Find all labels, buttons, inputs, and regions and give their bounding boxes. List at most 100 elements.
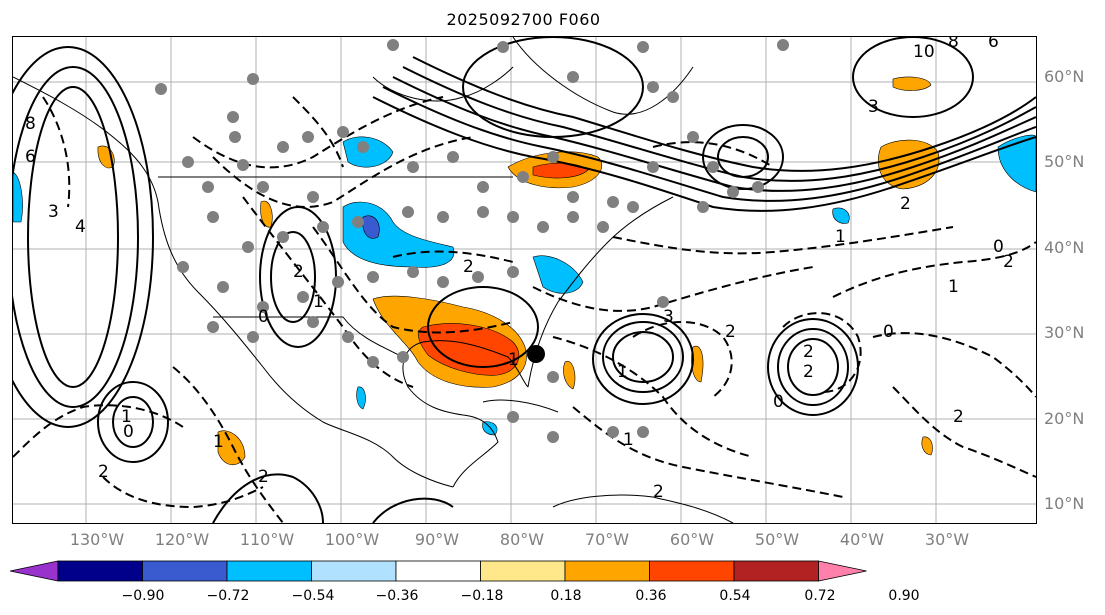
lon-label-130w: 130°W bbox=[69, 530, 125, 549]
atlantic-low-ring-3 bbox=[592, 313, 694, 405]
cool-anomaly-mexico bbox=[356, 386, 366, 410]
map-panel: 6 8 4 3 2 1 0 10 8 6 3 2 1 0 2 1 3 2 1 2 2 0 1 2 1 2 1 0 2 2 1 0 2 bbox=[12, 36, 1037, 524]
colorbar-tick-label: 0.18 bbox=[550, 588, 582, 604]
contour-label: 1 bbox=[213, 432, 224, 452]
contour-label: 1 bbox=[623, 430, 634, 450]
colorbar-tick-label: 0.72 bbox=[804, 588, 836, 604]
contour-label: 1 bbox=[508, 350, 519, 370]
lat-label-30n: 30°N bbox=[1044, 323, 1085, 342]
pacific-low-ring-3 bbox=[13, 46, 154, 428]
colorbar-tick-label: −0.18 bbox=[460, 588, 504, 604]
contour-label: 2 bbox=[725, 322, 736, 342]
cool-anomaly-west-edge bbox=[13, 171, 23, 223]
contour-label: 0 bbox=[773, 392, 784, 412]
contour-label: 3 bbox=[868, 97, 879, 117]
lat-label-20n: 20°N bbox=[1044, 409, 1085, 428]
contour-label: 2 bbox=[98, 462, 109, 482]
contour-label: 1 bbox=[617, 362, 628, 382]
pacific-low-ring-2 bbox=[13, 66, 139, 408]
solid-contours bbox=[13, 37, 1036, 523]
contour-label: 0 bbox=[993, 237, 1004, 257]
southern-contour bbox=[212, 473, 324, 523]
cool-anomaly-canada bbox=[342, 136, 394, 168]
colorbar-tick-label: −0.72 bbox=[206, 588, 250, 604]
strong-warm-anomaly-gulf bbox=[418, 323, 520, 376]
colorbar-segment bbox=[142, 560, 228, 582]
contour-label: 1 bbox=[313, 292, 324, 312]
colorbar-segment bbox=[564, 560, 650, 582]
jet-contour-2 bbox=[382, 86, 1036, 202]
contour-label: 0 bbox=[123, 422, 134, 442]
lat-label-60n: 60°N bbox=[1044, 67, 1085, 86]
lon-label-90w: 90°W bbox=[414, 530, 460, 549]
coastline-south-america bbox=[552, 494, 734, 523]
colorbar-segment bbox=[226, 560, 312, 582]
cool-anomaly-plains bbox=[342, 201, 455, 268]
atlantic-low-ring-1 bbox=[612, 331, 674, 383]
warm-anomaly-west-atlantic bbox=[563, 360, 576, 390]
warm-anomaly-east-atlantic-south bbox=[921, 436, 933, 456]
contour-label: 2 bbox=[900, 194, 911, 214]
cool-anomaly-east bbox=[997, 134, 1036, 193]
contour-label: 2 bbox=[653, 482, 664, 502]
contour-label: 3 bbox=[48, 202, 59, 222]
contour-label: 2 bbox=[803, 342, 814, 362]
coastline-greenland bbox=[512, 37, 694, 115]
rockies-high-ring-1 bbox=[270, 231, 316, 323]
station-dots bbox=[155, 39, 789, 443]
contour-label: 4 bbox=[75, 217, 86, 237]
warm-anomaly-central-atlantic bbox=[691, 345, 704, 383]
cool-anomaly-atlantic bbox=[832, 207, 850, 224]
canada-low-ring-1 bbox=[717, 136, 769, 178]
jet-contour-1 bbox=[372, 96, 1036, 212]
greenland-high-ring bbox=[462, 37, 644, 138]
contour-label: 1 bbox=[948, 277, 959, 297]
colorbar-segment bbox=[311, 560, 397, 582]
lat-label-40n: 40°N bbox=[1044, 238, 1085, 257]
contour-label: 2 bbox=[803, 362, 814, 382]
colorbar-extend-low bbox=[10, 560, 59, 582]
contour-label: 6 bbox=[988, 37, 999, 52]
colorbar-segment bbox=[733, 560, 819, 582]
pacific-south-ring-1 bbox=[112, 396, 154, 448]
contour-label: 10 bbox=[913, 42, 935, 62]
colorbar-segment bbox=[395, 560, 481, 582]
map-title: 2025092700 F060 bbox=[446, 10, 601, 29]
contour-label: 8 bbox=[948, 37, 959, 52]
colorbar-tick-label: −0.54 bbox=[291, 588, 335, 604]
lat-label-10n: 10°N bbox=[1044, 494, 1085, 513]
lon-label-60w: 60°W bbox=[669, 530, 715, 549]
graticule bbox=[13, 37, 1036, 523]
strong-cool-anomaly-plains bbox=[362, 215, 380, 239]
coastline-gulf bbox=[402, 340, 529, 488]
contour-label: 2 bbox=[258, 467, 269, 487]
contour-label: 1 bbox=[121, 407, 132, 427]
colorbar-tick-label: 0.54 bbox=[719, 588, 751, 604]
lon-label-120w: 120°W bbox=[154, 530, 210, 549]
contour-label: 1 bbox=[835, 227, 846, 247]
canada-low-ring-2 bbox=[702, 124, 784, 190]
coastline-north-america-west bbox=[13, 76, 454, 488]
coastline-hudson bbox=[372, 66, 514, 102]
cool-anomaly-caribbean bbox=[482, 421, 498, 436]
contour-label: 2 bbox=[293, 262, 304, 282]
colorbar-segment bbox=[57, 560, 143, 582]
mexico-border bbox=[213, 316, 404, 358]
contour-label: 0 bbox=[883, 322, 894, 342]
pacific-south-ring-2 bbox=[97, 381, 169, 463]
cool-anomaly-southeast bbox=[532, 255, 584, 294]
contour-label: 0 bbox=[258, 307, 269, 327]
gulf-contour-ring bbox=[427, 286, 539, 368]
jet-contour-5 bbox=[412, 56, 1036, 172]
lon-label-30w: 30°W bbox=[924, 530, 970, 549]
atlantic-high-ring-3 bbox=[767, 318, 859, 416]
colorbar-tick-label: −0.36 bbox=[375, 588, 419, 604]
contour-label: 8 bbox=[25, 114, 36, 134]
lon-label-40w: 40°W bbox=[839, 530, 885, 549]
lat-label-50n: 50°N bbox=[1044, 152, 1085, 171]
colorbar-tick-label: 0.36 bbox=[635, 588, 667, 604]
lon-label-50w: 50°W bbox=[754, 530, 800, 549]
colorbar-tick-label: 0.90 bbox=[888, 588, 920, 604]
